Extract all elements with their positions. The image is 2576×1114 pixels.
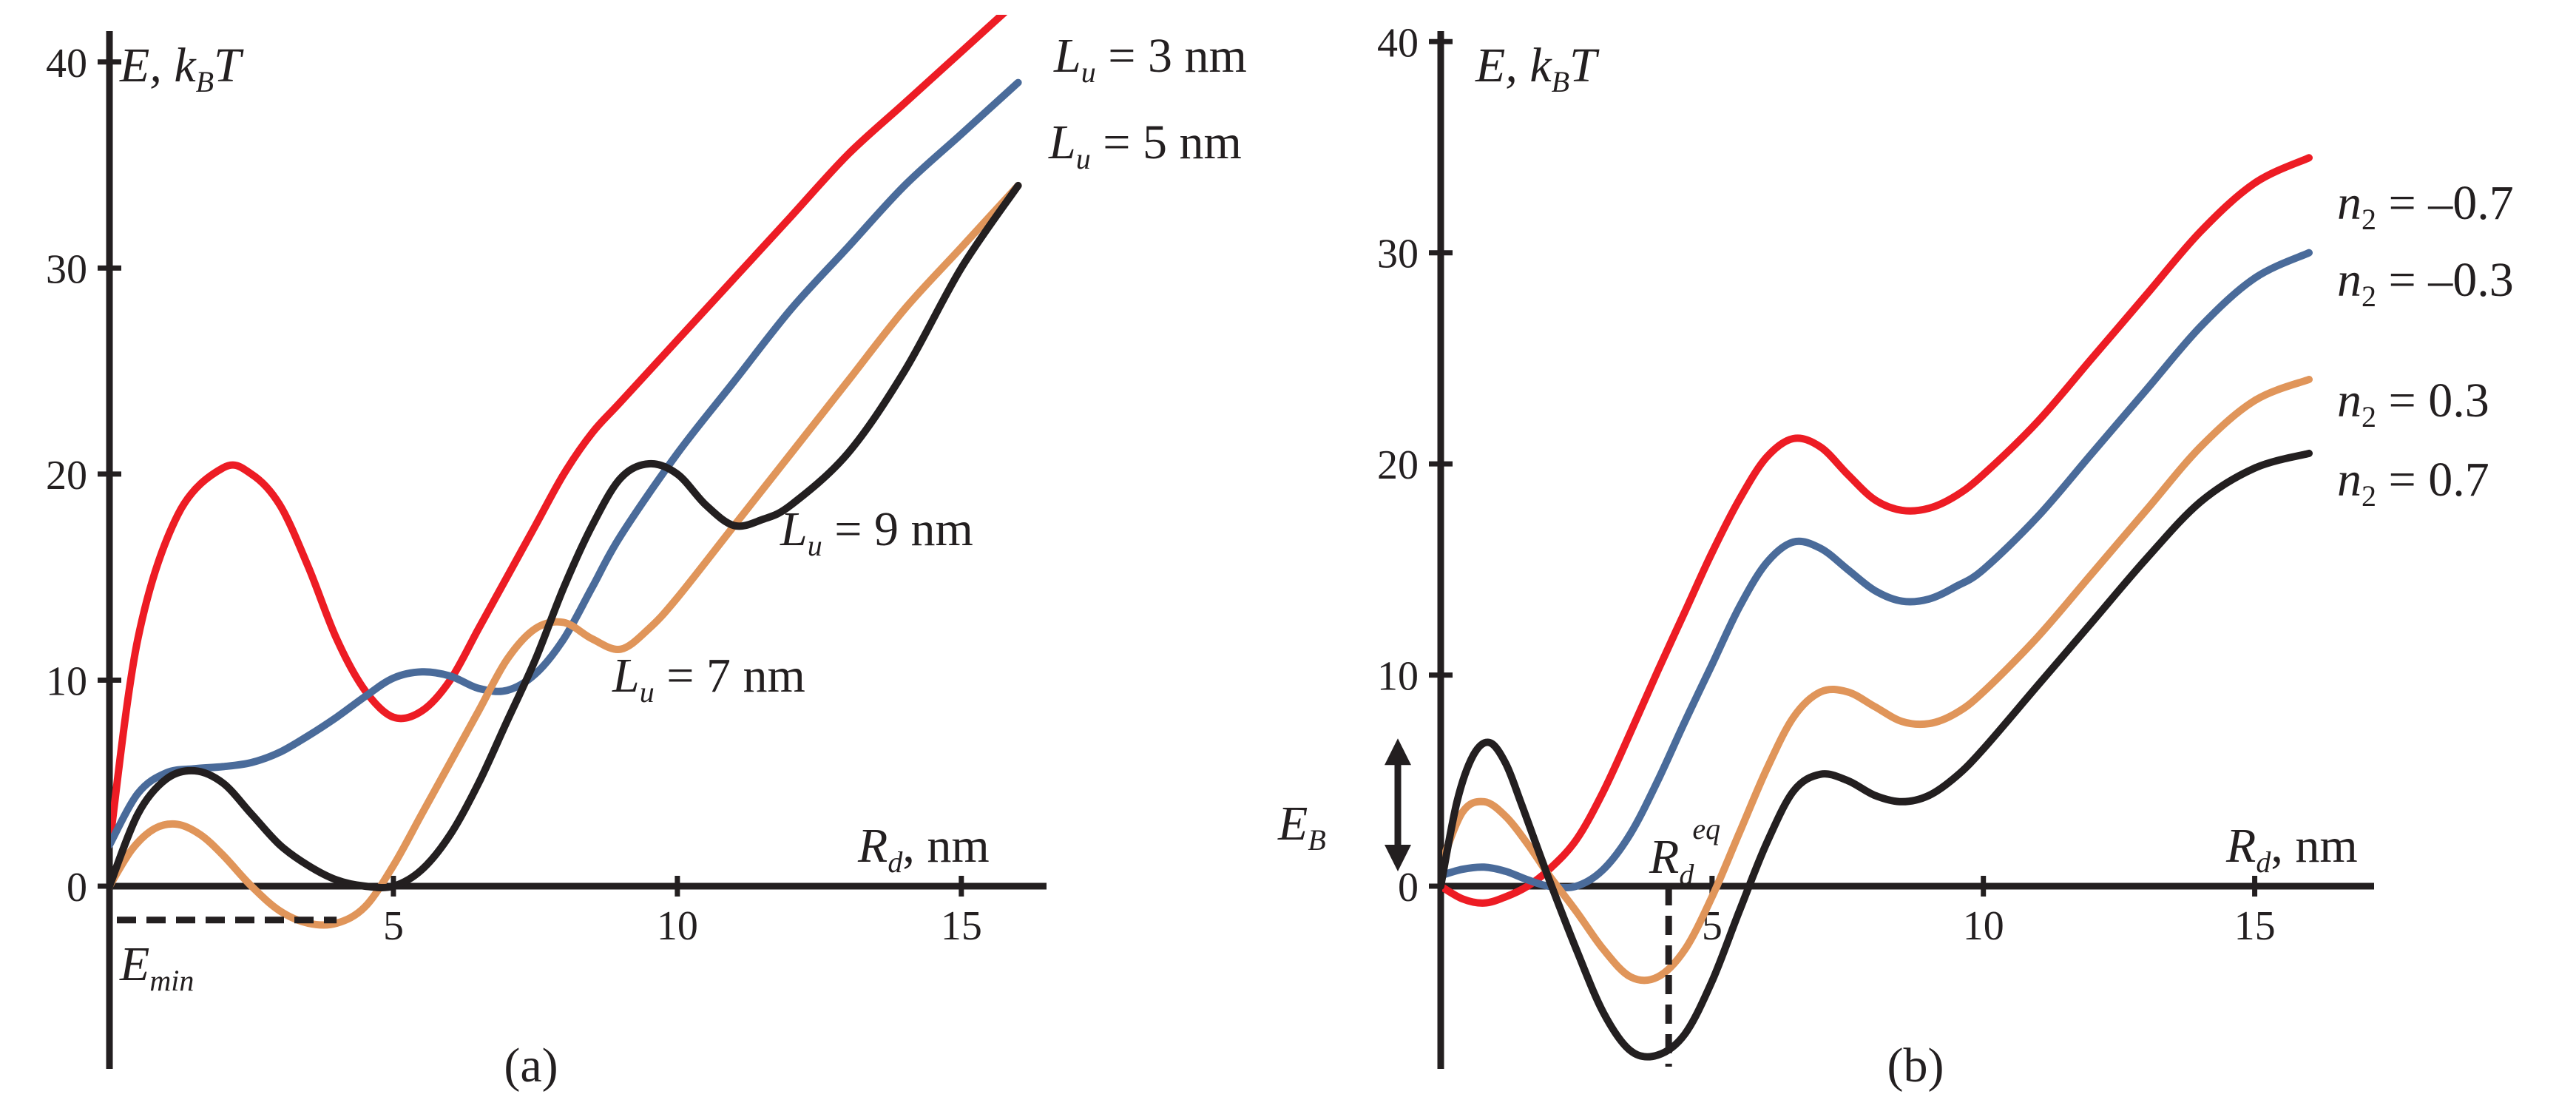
panel-a-label: (a) [504,1039,558,1093]
y-tick-label: 30 [46,246,87,292]
panel-a: 5 10 15 0 10 20 30 40 E, kBT Rd, nm Emin (a) Lu… [46,15,1247,1093]
eb-arrow-head-up [1385,738,1411,766]
series-line-2 [111,78,1022,848]
x-tick-label: 5 [383,903,404,949]
eb-arrow-head-down [1385,845,1411,871]
series-line-3 [111,181,1022,929]
y-tick-label: 40 [46,41,87,87]
legend-label-lu7: Lu = 7 nm [612,649,805,709]
y-tick-label: 30 [1377,232,1419,277]
panel-a-xlabel: Rd, nm [857,819,990,879]
y-tick-label: 0 [67,865,87,911]
legend-label-n2-07: n2 = 0.7 [2337,453,2489,513]
y-tick-label: 0 [1398,865,1419,911]
y-tick-label: 20 [46,453,87,499]
panel-b-req-label: Rdeq [1649,812,1720,891]
x-tick-label: 15 [2234,903,2276,949]
legend-label-lu5: Lu = 5 nm [1048,115,1242,175]
x-tick-label: 10 [1963,903,2004,949]
legend-label-n2-m03: n2 = –0.3 [2337,253,2514,313]
y-tick-label: 10 [1377,654,1419,700]
panel-a-emin-label: Emin [119,937,194,997]
panel-b-eb-label: EB [1277,797,1326,857]
legend-label-lu9: Lu = 9 nm [780,502,973,562]
legend-label-n2-m07: n2 = –0.7 [2337,176,2514,236]
legend-label-n2-03: n2 = 0.3 [2337,374,2489,433]
y-tick-label: 10 [46,658,87,704]
x-tick-label: 15 [941,903,982,949]
panel-b-label: (b) [1887,1039,1944,1093]
series-line-1 [1442,154,2313,907]
x-tick-label: 10 [657,903,698,949]
panel-b-eb-arrow [1385,738,1411,871]
series-line-4 [1442,449,2313,1061]
panel-b-xlabel: Rd, nm [2225,819,2358,879]
y-tick-label: 40 [1377,20,1419,66]
y-tick-label: 20 [1377,442,1419,488]
legend-label-lu3: Lu = 3 nm [1053,29,1247,89]
series-line-1 [111,15,1008,848]
series-line-4 [111,181,1022,891]
panel-a-ylabel: E, kBT [119,38,244,98]
panel-b-ylabel: E, kBT [1475,38,1600,98]
